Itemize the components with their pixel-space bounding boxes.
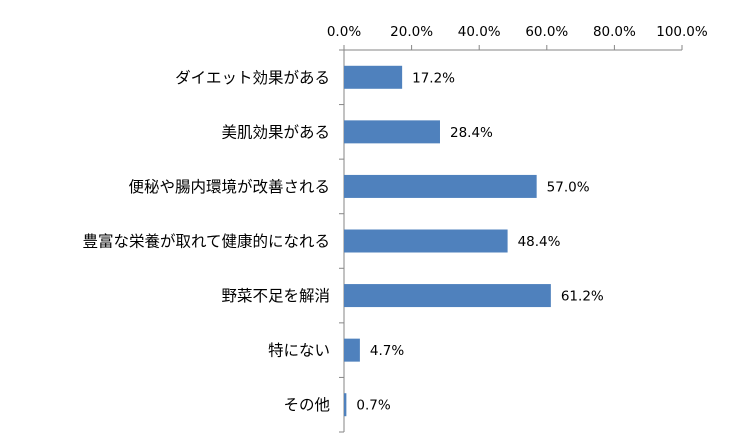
bar: [344, 65, 403, 89]
x-tick-label: 100.0%: [656, 24, 708, 40]
y-axis: [339, 49, 345, 433]
data-label: 28.4%: [450, 125, 493, 141]
x-axis: 0.0% 20.0% 40.0% 60.0% 80.0% 100.0%: [327, 24, 708, 51]
category-labels: ダイエット効果がある美肌効果がある便秘や腸内環境が改善される豊富な栄養が取れて健…: [82, 69, 330, 414]
bar: [344, 393, 347, 417]
category-label: その他: [283, 396, 330, 414]
category-label: 便秘や腸内環境が改善される: [128, 177, 330, 196]
category-label: 野菜不足を解消: [221, 287, 330, 305]
bars: [344, 65, 551, 417]
data-label: 17.2%: [412, 70, 455, 86]
category-label: 美肌効果がある: [221, 123, 330, 141]
bar: [344, 284, 551, 308]
x-tick-label: 40.0%: [458, 24, 501, 40]
x-tick-label: 0.0%: [327, 24, 361, 40]
data-label: 61.2%: [561, 289, 604, 305]
data-label: 0.7%: [356, 398, 390, 414]
bar: [344, 174, 537, 198]
data-label: 4.7%: [370, 343, 404, 359]
bar: [344, 338, 360, 362]
bar: [344, 229, 508, 253]
category-label: ダイエット効果がある: [175, 69, 330, 87]
bar: [344, 120, 440, 144]
x-tick-label: 60.0%: [525, 24, 568, 40]
category-label: 特にない: [268, 342, 330, 360]
data-labels: 17.2% 28.4% 57.0% 48.4% 61.2% 4.7% 0.7%: [356, 70, 604, 413]
data-label: 48.4%: [518, 234, 561, 250]
category-label: 豊富な栄養が取れて健康的になれる: [82, 233, 330, 251]
data-label: 57.0%: [547, 179, 590, 195]
x-tick-label: 80.0%: [593, 24, 636, 40]
x-tick-label: 20.0%: [390, 24, 433, 40]
